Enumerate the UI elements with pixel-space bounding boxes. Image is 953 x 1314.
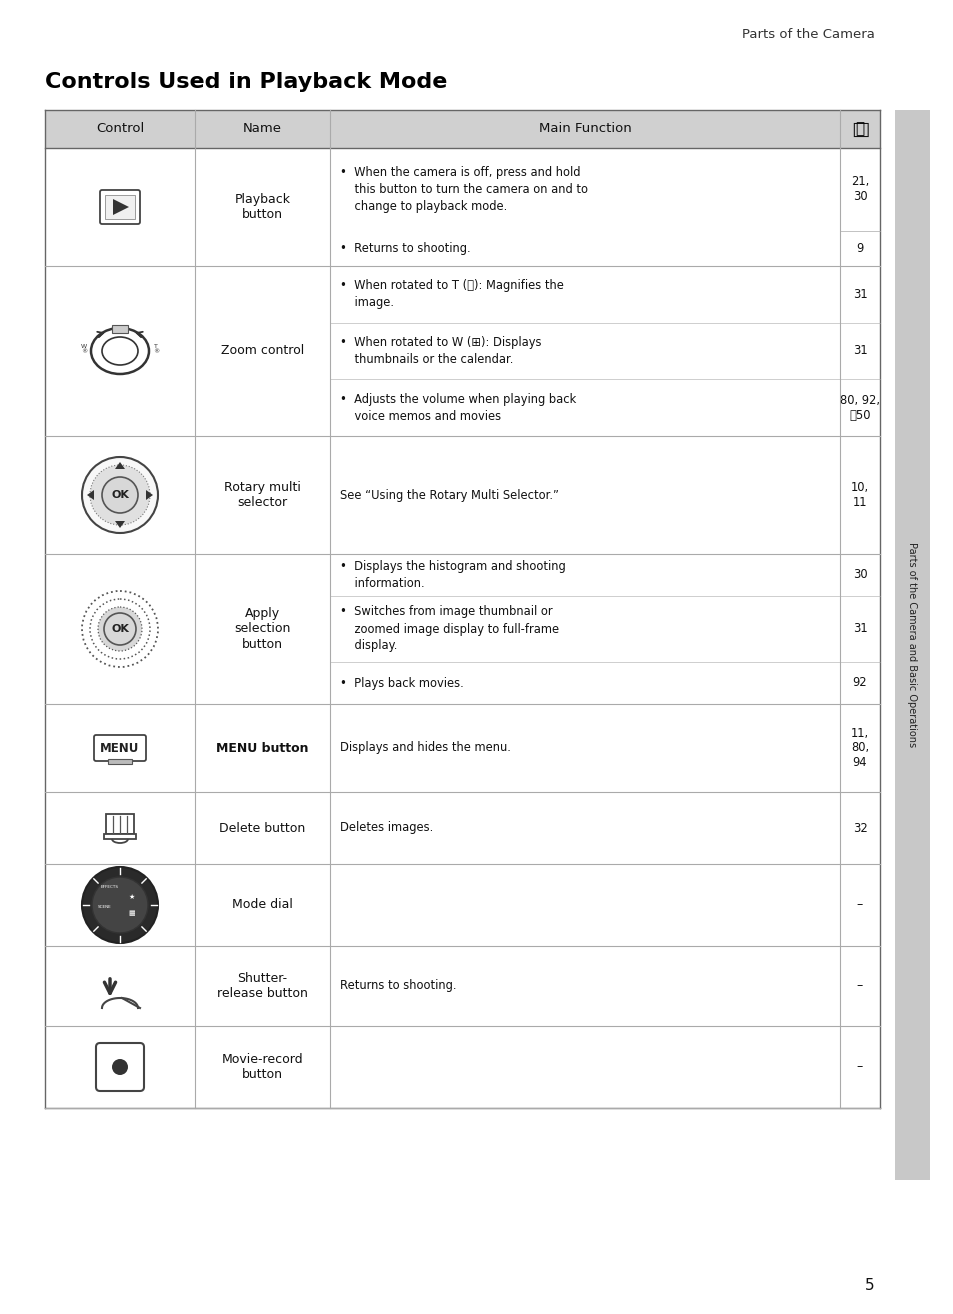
Circle shape <box>82 457 158 533</box>
Text: •  Displays the histogram and shooting
    information.: • Displays the histogram and shooting in… <box>339 560 565 590</box>
Text: 10,
11: 10, 11 <box>850 481 868 509</box>
Text: EFFECTS: EFFECTS <box>101 886 119 890</box>
Polygon shape <box>115 520 125 528</box>
Bar <box>108 759 132 763</box>
Polygon shape <box>115 463 125 469</box>
Text: Zoom control: Zoom control <box>221 344 304 357</box>
Text: •  When the camera is off, press and hold
    this button to turn the camera on : • When the camera is off, press and hold… <box>339 166 587 213</box>
Text: 5: 5 <box>864 1277 874 1293</box>
Text: Playback
button: Playback button <box>234 193 291 221</box>
Text: 31: 31 <box>852 623 866 636</box>
Text: OK: OK <box>111 490 129 501</box>
Text: •  When rotated to T (Ⓡ): Magnifies the
    image.: • When rotated to T (Ⓡ): Magnifies the i… <box>339 280 563 309</box>
Text: □: □ <box>850 120 868 138</box>
Polygon shape <box>87 490 94 501</box>
Circle shape <box>90 465 150 526</box>
Text: –: – <box>856 979 862 992</box>
Text: Displays and hides the menu.: Displays and hides the menu. <box>339 741 511 754</box>
Text: MENU button: MENU button <box>216 741 309 754</box>
Ellipse shape <box>102 336 138 365</box>
Text: Apply
selection
button: Apply selection button <box>234 607 291 650</box>
Text: 11,
80,
94: 11, 80, 94 <box>850 727 868 770</box>
Bar <box>112 325 128 332</box>
Text: W
®: W ® <box>81 343 87 355</box>
Text: Control: Control <box>95 122 144 135</box>
Text: T
®: T ® <box>152 343 159 355</box>
Text: 32: 32 <box>852 821 866 834</box>
Text: See “Using the Rotary Multi Selector.”: See “Using the Rotary Multi Selector.” <box>339 489 558 502</box>
Text: Name: Name <box>243 122 282 135</box>
Text: Mode dial: Mode dial <box>232 899 293 912</box>
Text: ★: ★ <box>129 894 135 900</box>
FancyBboxPatch shape <box>96 1043 144 1091</box>
Text: Shutter-
release button: Shutter- release button <box>217 972 308 1000</box>
Bar <box>45 110 879 148</box>
Text: ▦: ▦ <box>129 911 135 916</box>
Text: 92: 92 <box>852 677 866 690</box>
Text: Rotary multi
selector: Rotary multi selector <box>224 481 300 509</box>
Circle shape <box>91 876 148 933</box>
Text: MENU: MENU <box>100 741 139 754</box>
Polygon shape <box>146 490 152 501</box>
Text: Returns to shooting.: Returns to shooting. <box>339 979 456 992</box>
Text: •  Plays back movies.: • Plays back movies. <box>339 677 463 690</box>
Circle shape <box>82 867 158 943</box>
Text: 21,
30: 21, 30 <box>850 175 868 204</box>
Circle shape <box>102 477 138 512</box>
Text: •  Returns to shooting.: • Returns to shooting. <box>339 242 470 255</box>
Text: Delete button: Delete button <box>219 821 305 834</box>
Polygon shape <box>112 198 129 215</box>
Text: 31: 31 <box>852 288 866 301</box>
Text: –: – <box>856 1060 862 1074</box>
FancyBboxPatch shape <box>94 735 146 761</box>
Text: Parts of the Camera and Basic Operations: Parts of the Camera and Basic Operations <box>906 543 917 748</box>
Text: Deletes images.: Deletes images. <box>339 821 433 834</box>
FancyBboxPatch shape <box>106 813 133 834</box>
Text: •  Adjusts the volume when playing back
    voice memos and movies: • Adjusts the volume when playing back v… <box>339 393 576 423</box>
Ellipse shape <box>91 328 149 374</box>
Bar <box>105 194 135 219</box>
Text: 📕: 📕 <box>855 121 863 137</box>
Bar <box>104 834 136 840</box>
Text: •  Switches from image thumbnail or
    zoomed image display to full-frame
    d: • Switches from image thumbnail or zoome… <box>339 606 558 653</box>
Text: Parts of the Camera: Parts of the Camera <box>741 28 874 41</box>
Text: 31: 31 <box>852 344 866 357</box>
Text: Movie-record
button: Movie-record button <box>221 1053 303 1081</box>
Text: Controls Used in Playback Mode: Controls Used in Playback Mode <box>45 72 447 92</box>
Bar <box>894 110 929 1180</box>
Text: 30: 30 <box>852 569 866 582</box>
Circle shape <box>98 607 142 650</box>
Text: •  When rotated to W (⊞): Displays
    thumbnails or the calendar.: • When rotated to W (⊞): Displays thumbn… <box>339 336 541 367</box>
Circle shape <box>112 1059 128 1075</box>
Text: 9: 9 <box>856 242 862 255</box>
Text: Main Function: Main Function <box>538 122 631 135</box>
Text: SCENE: SCENE <box>98 905 112 909</box>
Text: 80, 92,
⏰50: 80, 92, ⏰50 <box>840 394 879 422</box>
Text: –: – <box>856 899 862 912</box>
FancyBboxPatch shape <box>100 191 140 223</box>
Text: OK: OK <box>111 624 129 633</box>
Circle shape <box>104 614 136 645</box>
